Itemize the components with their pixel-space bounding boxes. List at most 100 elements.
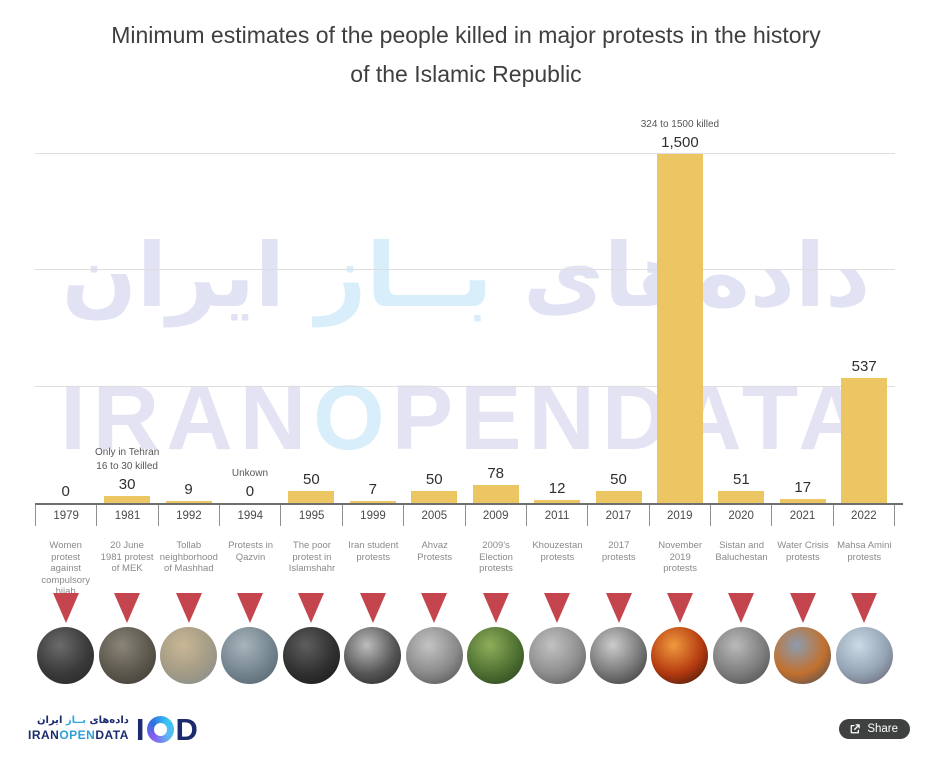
protest-name-labels: Women protest against compulsory hijab 20… [35, 540, 895, 598]
bar-2017[interactable] [595, 491, 642, 503]
photo-2020-sistan-baluchestan [712, 627, 770, 684]
photo-1994-qazvin [221, 627, 279, 684]
text-segment: ایران [37, 715, 66, 727]
value-label-2020: 51 [733, 471, 750, 488]
bar-2020[interactable] [718, 491, 765, 503]
value-label-1981: 30 [118, 476, 136, 493]
page-title: Minimum estimates of the people killed i… [0, 16, 932, 94]
photo-2009-election [467, 627, 525, 684]
monogram-letter-d: D [175, 711, 198, 747]
footer: داده‌های بــاز ایران IRANOPENDATA I D Sh… [28, 707, 910, 751]
pointer-markers [35, 593, 895, 623]
protest-name-1994: Protests in Qazvin [228, 540, 273, 563]
value-label-1979: 0 [61, 483, 70, 500]
gridline-1500 [35, 153, 895, 154]
value-label-2017: 50 [610, 471, 627, 488]
bar-column-2011: 12 [526, 154, 587, 503]
photo-2022-mahsa-amini [835, 627, 893, 684]
bar-2005[interactable] [411, 491, 458, 503]
photo-2017-protests [590, 627, 647, 684]
protest-name-2005: Ahvaz Protests [417, 540, 453, 563]
iranopendata-logo[interactable]: داده‌های بــاز ایران IRANOPENDATA I D [28, 714, 198, 745]
annotation-1981: Only in Tehran 16 to 30 killed [94, 447, 160, 472]
text-segment: بــاز [65, 715, 86, 727]
share-icon [850, 724, 861, 734]
text-segment: ایران [61, 224, 316, 327]
protest-name-2022: Mahsa Amini protests [837, 540, 892, 563]
triangle-down-icon-1999 [359, 593, 386, 623]
protest-name-1992: Tollab neighborhood of Mashhad [159, 540, 218, 574]
triangle-down-icon-2011 [544, 593, 571, 623]
value-label-2011: 12 [548, 480, 566, 497]
protest-name-1999: Iran student protests [348, 540, 399, 563]
protest-name-1995: The poor protest in Islamshahr [288, 540, 336, 574]
triangle-down-icon-2022 [851, 593, 878, 623]
watermark-iranopendata: IRANOPENDATA [0, 366, 932, 471]
protest-name-2021: Water Crisis protests [777, 540, 829, 563]
logo-english-text: IRANOPENDATA [28, 728, 129, 743]
monogram-letter-i: I [135, 711, 145, 747]
x-axis-year-labels: 1979 1981 1992 1994 1995 1999 2005 2009 2011 2017… [35, 505, 895, 526]
triangle-down-icon-2009 [482, 593, 509, 623]
bar-column-1979: 0 [35, 154, 96, 503]
bar-column-2005: 50 [404, 154, 465, 503]
bar-column-2021: 17 [772, 154, 833, 503]
bar-2009[interactable] [472, 485, 519, 503]
value-label-2009: 78 [487, 465, 504, 482]
gridline-1000 [35, 269, 895, 270]
bar-1981[interactable] [104, 496, 151, 503]
bar-1995[interactable] [288, 491, 335, 503]
triangle-down-icon-2020 [728, 593, 755, 623]
year-label-1979: 1979 [35, 505, 96, 526]
photo-1981-mek-protest [98, 627, 156, 684]
logo-persian-text: داده‌های بــاز ایران [37, 715, 129, 728]
triangle-down-icon-2017 [605, 593, 632, 623]
year-label-2022: 2022 [832, 505, 894, 526]
text-segment: IRAN [60, 367, 314, 469]
year-label-2017: 2017 [587, 505, 648, 526]
logo-wordmark: داده‌های بــاز ایران IRANOPENDATA [28, 715, 129, 743]
bar-2021[interactable] [779, 499, 826, 503]
text-segment: داده‌های [85, 715, 129, 727]
protest-name-1979: Women protest against compulsory hijab [41, 540, 90, 597]
triangle-down-icon-1994 [236, 593, 263, 623]
photo-1979-women-protest [37, 627, 95, 684]
share-button[interactable]: Share [839, 719, 910, 739]
year-label-1981: 1981 [96, 505, 157, 526]
value-label-2021: 17 [794, 479, 812, 496]
triangle-down-icon-1995 [298, 593, 325, 623]
bar-columns: 0 30 Only in Tehran 16 to 30 killed 9 0 Unkown… [35, 119, 895, 503]
triangle-down-icon-2021 [789, 593, 816, 623]
bar-column-1992: 9 [158, 154, 219, 503]
triangle-down-icon-1979 [52, 593, 79, 623]
monogram-gradient-o-icon [146, 715, 174, 743]
text-segment: IRAN [28, 727, 60, 742]
x-axis-line [35, 503, 903, 505]
annotation-1994: Unkown [231, 468, 269, 479]
bar-2019[interactable] [656, 154, 703, 503]
bar-2011[interactable] [534, 500, 581, 503]
bar-2022[interactable] [841, 378, 888, 503]
year-label-1999: 1999 [341, 505, 403, 526]
bar-column-1995: 50 [281, 154, 342, 503]
year-label-2005: 2005 [403, 505, 464, 526]
photo-1999-student-protests [344, 627, 402, 684]
value-label-2005: 50 [425, 471, 443, 488]
photo-1992-mashhad [160, 627, 218, 684]
photo-2019-november [651, 627, 709, 684]
bar-column-2009: 78 [465, 154, 526, 503]
value-label-2019: 1,500 [661, 134, 699, 151]
page-title-line2: of the Islamic Republic [350, 61, 582, 87]
bar-column-2017: 50 [588, 154, 649, 503]
protest-name-2017: 2017 protests [601, 540, 636, 563]
triangle-down-icon-2005 [421, 593, 448, 623]
bar-1992[interactable] [165, 501, 212, 503]
protest-name-2009: 2009's Election protests [479, 540, 513, 574]
triangle-down-icon-2019 [666, 593, 693, 623]
value-label-1994: 0 [245, 483, 255, 500]
text-segment: O [313, 367, 392, 469]
bar-1999[interactable] [349, 501, 396, 503]
year-label-1992: 1992 [157, 505, 219, 526]
bar-chart: 0 30 Only in Tehran 16 to 30 killed 9 0 Unkown… [35, 119, 895, 503]
